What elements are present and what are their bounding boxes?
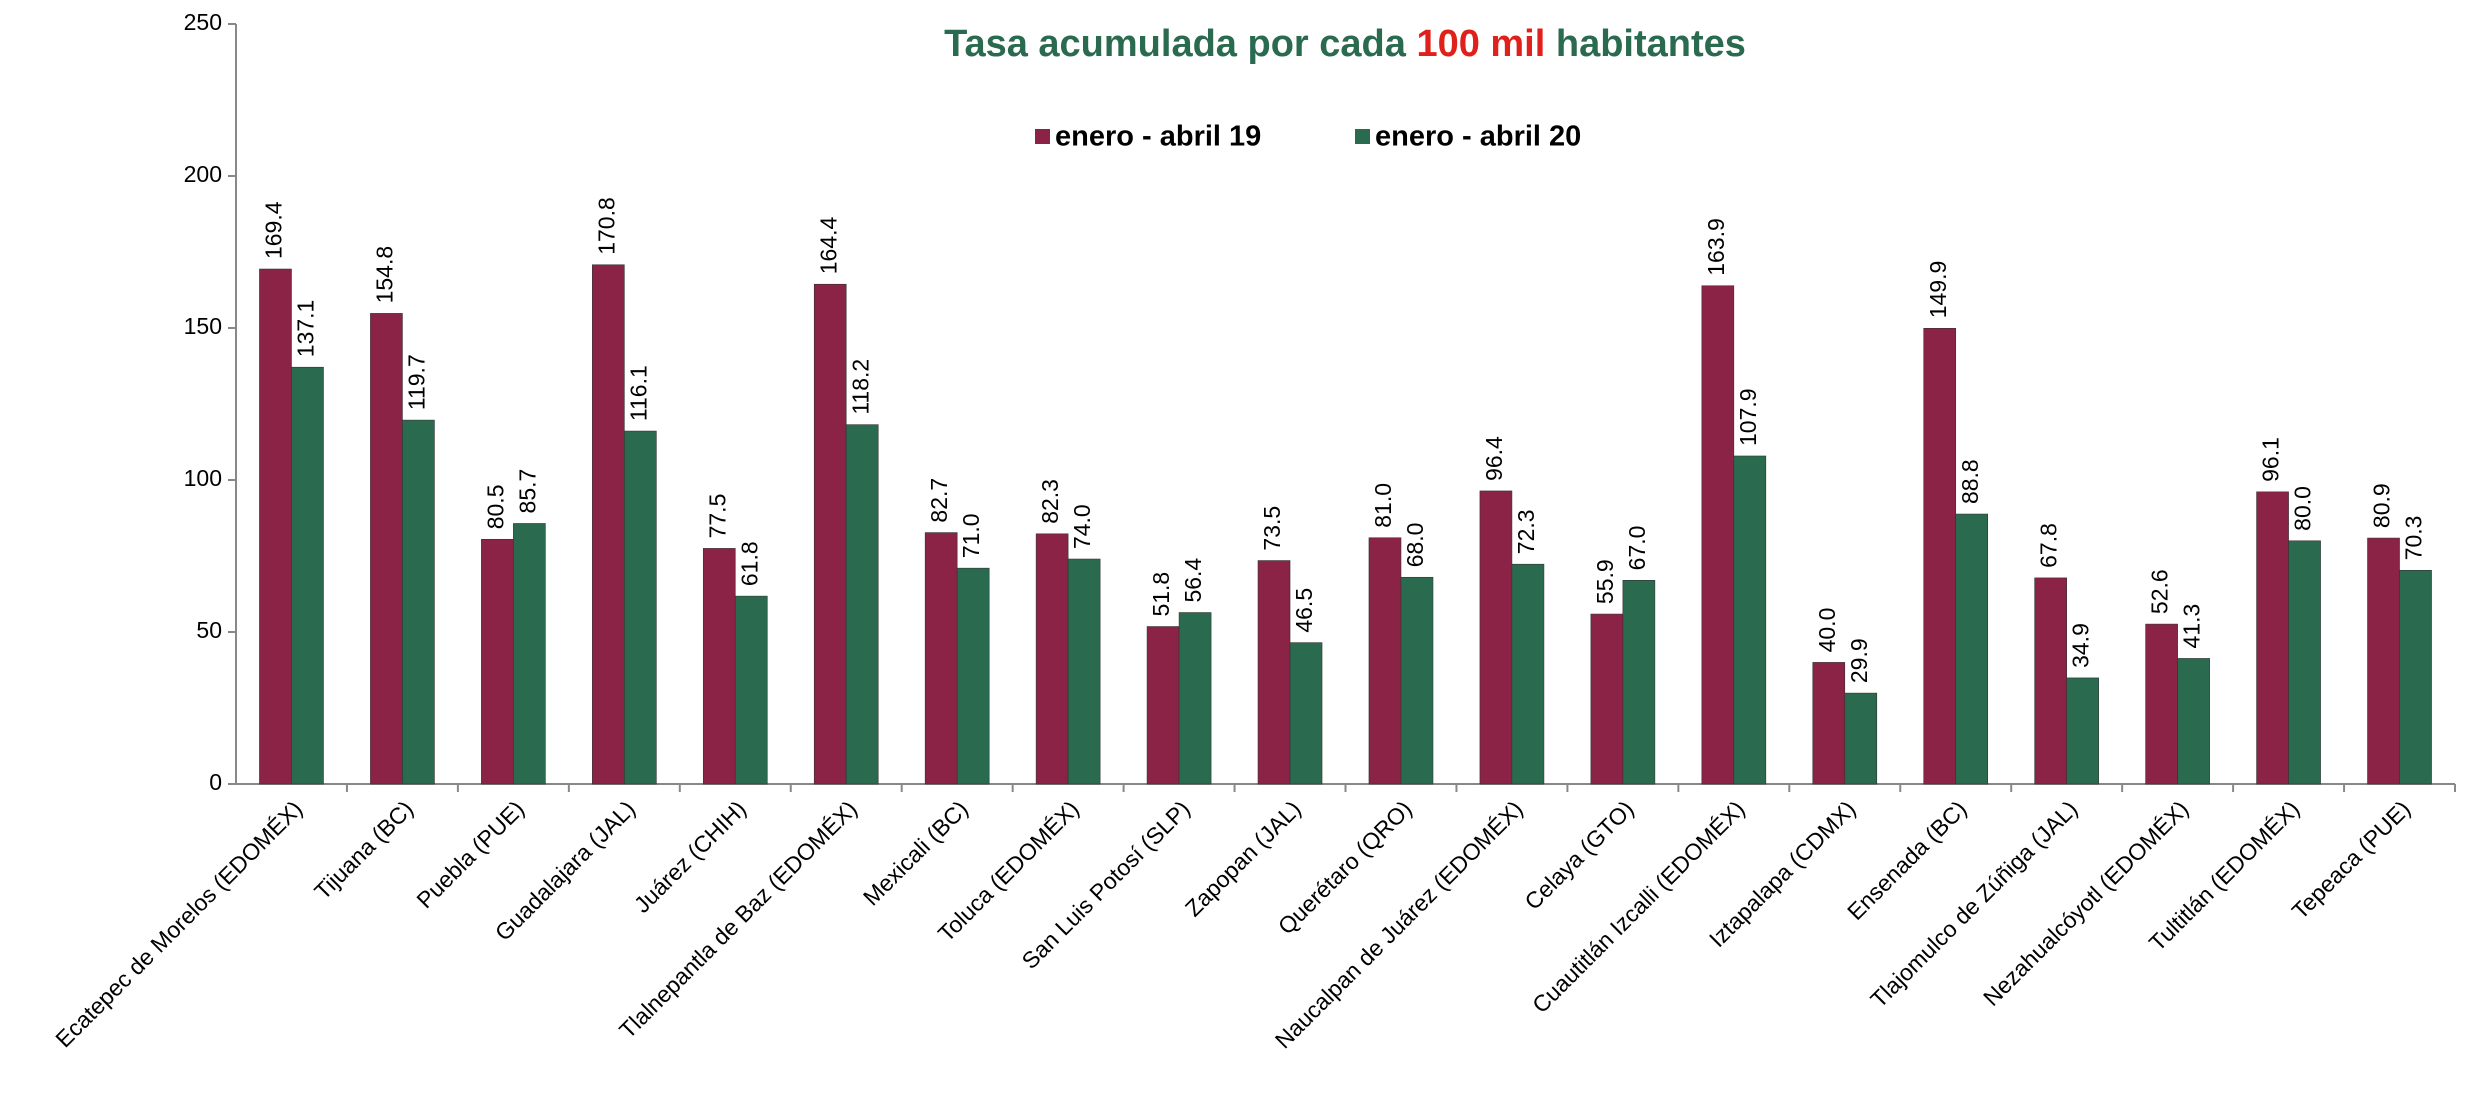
bar (402, 419, 435, 785)
bar (2367, 537, 2400, 785)
bar (1511, 563, 1545, 785)
value-label: 169.4 (261, 201, 287, 259)
value-label: 81.0 (1370, 483, 1396, 528)
value-label: 80.9 (2369, 483, 2395, 528)
bar (1622, 580, 1656, 785)
chart-title: Tasa acumulada por cada 100 mil habitant… (944, 23, 1746, 65)
value-label: 119.7 (404, 354, 430, 410)
value-label: 116.1 (625, 365, 651, 421)
bar (2145, 623, 2178, 785)
bar (2177, 658, 2210, 785)
bar (1923, 328, 1957, 785)
bar (1955, 513, 1989, 785)
value-label: 80.5 (482, 485, 508, 530)
value-label: 163.9 (1703, 218, 1729, 276)
y-tick-label: 0 (209, 769, 222, 795)
bar (513, 523, 546, 785)
bar (1067, 558, 1101, 785)
bar (845, 424, 879, 785)
y-tick-label: 100 (184, 465, 222, 491)
value-label: 73.5 (1259, 506, 1285, 551)
value-label: 46.5 (1291, 588, 1317, 633)
legend-label: enero - abril 19 (1055, 121, 1261, 153)
bar (1289, 642, 1323, 785)
bar (592, 264, 625, 785)
bar (2256, 491, 2289, 785)
bar (1400, 576, 1434, 785)
value-label: 52.6 (2147, 569, 2173, 614)
bar (1812, 662, 1846, 785)
value-label: 137.1 (293, 300, 319, 358)
bar (1146, 626, 1180, 785)
bar (1733, 455, 1767, 785)
y-tick-label: 250 (184, 9, 222, 35)
value-label: 41.3 (2179, 604, 2205, 649)
bar (956, 567, 990, 785)
value-label: 170.8 (593, 197, 619, 255)
y-tick-label: 200 (184, 161, 222, 187)
value-label: 96.4 (1481, 436, 1507, 481)
value-label: 72.3 (1513, 509, 1539, 554)
bar (370, 313, 403, 785)
value-label: 51.8 (1148, 572, 1174, 617)
bar (1035, 533, 1069, 785)
value-label: 164.4 (815, 216, 841, 274)
bar (291, 366, 324, 785)
bar (1479, 490, 1513, 785)
bar (2288, 540, 2321, 785)
value-label: 154.8 (372, 246, 398, 304)
legend-swatch (1035, 129, 1050, 144)
bar (813, 283, 847, 785)
value-label: 80.0 (2290, 486, 2316, 531)
value-label: 55.9 (1592, 559, 1618, 604)
y-tick-label: 150 (184, 313, 222, 339)
bar (481, 538, 514, 785)
value-label: 34.9 (2068, 623, 2094, 668)
value-label: 107.9 (1735, 388, 1761, 446)
bar (1368, 537, 1402, 785)
bar (924, 532, 958, 785)
y-tick-label: 50 (196, 617, 222, 643)
value-label: 70.3 (2401, 516, 2427, 561)
bar (1590, 613, 1624, 785)
bar (702, 548, 736, 785)
legend-label: enero - abril 20 (1375, 121, 1581, 153)
value-label: 67.8 (2036, 523, 2062, 568)
value-label: 82.3 (1037, 479, 1063, 524)
value-label: 85.7 (514, 469, 540, 514)
title-part: habitantes (1545, 23, 1746, 65)
bar (259, 268, 292, 785)
value-label: 61.8 (736, 541, 762, 586)
value-label: 96.1 (2258, 437, 2284, 482)
bar (2034, 577, 2067, 785)
bar (1257, 560, 1291, 785)
legend-swatch (1355, 129, 1370, 144)
bar (2066, 677, 2099, 785)
value-label: 82.7 (926, 478, 952, 523)
value-label: 88.8 (1957, 459, 1983, 504)
value-label: 68.0 (1402, 523, 1428, 568)
value-label: 71.0 (958, 513, 984, 558)
bar (1701, 285, 1735, 785)
bar (1178, 612, 1212, 785)
value-label: 149.9 (1925, 261, 1951, 319)
title-part: Tasa acumulada por cada (944, 23, 1416, 65)
bar (734, 595, 768, 785)
value-label: 118.2 (847, 359, 873, 415)
bar (624, 430, 657, 785)
bar (2399, 569, 2432, 785)
value-label: 77.5 (704, 494, 730, 539)
value-label: 67.0 (1624, 526, 1650, 571)
value-label: 74.0 (1069, 504, 1095, 549)
title-part: 100 mil (1416, 23, 1545, 65)
bar (1844, 692, 1878, 785)
value-label: 40.0 (1814, 608, 1840, 653)
value-label: 29.9 (1846, 638, 1872, 683)
value-label: 56.4 (1180, 558, 1206, 603)
